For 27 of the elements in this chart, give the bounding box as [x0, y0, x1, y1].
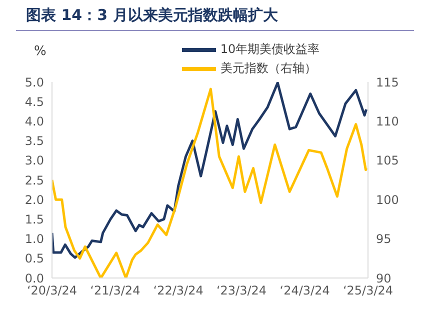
legend-label: 美元指数（右轴） — [220, 60, 316, 77]
y2-tick-label: 100 — [376, 192, 399, 207]
y-tick-label: 3.0 — [24, 154, 44, 168]
y2-tick-label: 110 — [376, 114, 399, 128]
y-tick-label: 0.5 — [24, 252, 44, 266]
y-tick-label: 0.0 — [24, 271, 44, 286]
y-tick-label: 2.0 — [24, 192, 44, 207]
y2-tick-label: 95 — [376, 232, 392, 246]
y2-tick-label: 115 — [376, 75, 399, 90]
x-tick-label: ‘20/3/24 — [26, 284, 78, 298]
y-tick-label: 3.5 — [24, 134, 44, 148]
x-tick-label: ‘22/3/24 — [153, 284, 204, 298]
x-tick-label: ‘25/3/24 — [342, 284, 394, 298]
y-tick-label: 5.0 — [24, 75, 44, 90]
y-tick-label: 4.5 — [24, 94, 44, 109]
x-tick-label: ‘21/3/24 — [90, 284, 140, 298]
x-tick-label: ‘23/3/24 — [216, 284, 267, 298]
chart-title: 图表 14：3 月以来美元指数跌幅扩大 — [26, 6, 278, 25]
legend-label: 10年期美债收益率 — [220, 41, 320, 58]
x-tick-label: ‘24/3/24 — [280, 284, 330, 298]
y-tick-label: 1.0 — [24, 232, 44, 246]
y2-tick-label: 105 — [376, 154, 399, 168]
y-axis-title: % — [34, 44, 46, 59]
y2-tick-label: 90 — [376, 271, 392, 286]
y-tick-label: 4.0 — [24, 114, 44, 128]
y-tick-label: 2.5 — [24, 173, 44, 188]
y-tick-label: 1.5 — [24, 212, 44, 226]
